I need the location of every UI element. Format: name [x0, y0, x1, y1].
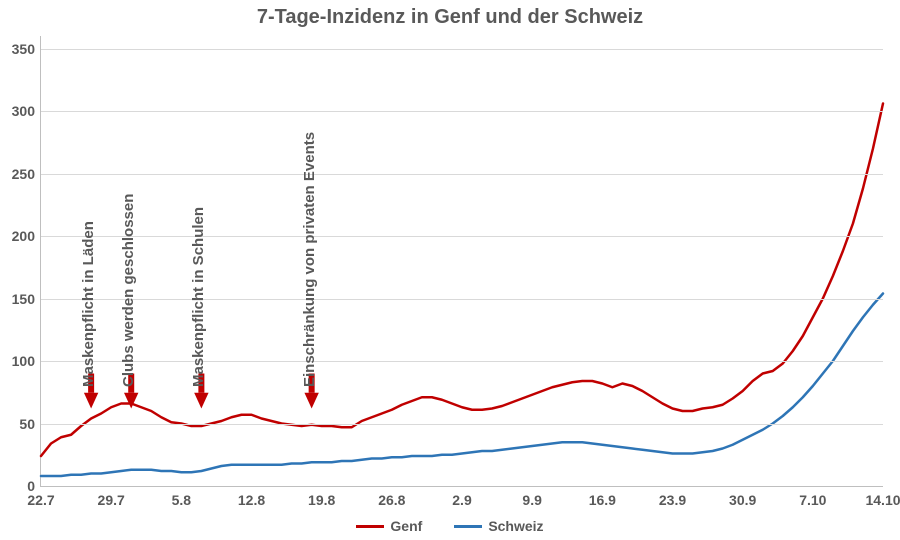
y-tick-label: 100	[12, 353, 41, 369]
series-line-schweiz	[41, 294, 883, 477]
plot-area: 05010015020025030035022.729.75.812.819.8…	[40, 36, 883, 487]
x-tick-label: 12.8	[238, 486, 265, 508]
x-tick-label: 7.10	[799, 486, 826, 508]
x-tick-label: 14.10	[865, 486, 900, 508]
x-tick-label: 30.9	[729, 486, 756, 508]
legend-item: Genf	[356, 518, 422, 534]
legend-swatch	[356, 525, 384, 528]
series-line-genf	[41, 104, 883, 457]
x-tick-label: 19.8	[308, 486, 335, 508]
x-tick-label: 26.8	[378, 486, 405, 508]
y-gridline	[41, 424, 883, 425]
x-tick-label: 22.7	[27, 486, 54, 508]
legend: Genf Schweiz	[0, 518, 900, 534]
legend-swatch	[454, 525, 482, 528]
lines-svg	[41, 36, 883, 486]
y-gridline	[41, 174, 883, 175]
annotation-label: Einschränkung von privaten Events	[301, 131, 318, 386]
y-tick-label: 200	[12, 228, 41, 244]
legend-item: Schweiz	[454, 518, 543, 534]
annotation-label: Maskenpflicht in Schulen	[190, 206, 207, 386]
y-tick-label: 150	[12, 291, 41, 307]
y-gridline	[41, 361, 883, 362]
x-tick-label: 5.8	[172, 486, 191, 508]
y-gridline	[41, 236, 883, 237]
x-tick-label: 16.9	[589, 486, 616, 508]
y-gridline	[41, 49, 883, 50]
y-gridline	[41, 299, 883, 300]
y-tick-label: 250	[12, 166, 41, 182]
annotation-label: Clubs werden geschlossen	[120, 193, 137, 386]
y-tick-label: 300	[12, 103, 41, 119]
x-tick-label: 9.9	[522, 486, 541, 508]
y-gridline	[41, 111, 883, 112]
chart-container: 7-Tage-Inzidenz in Genf und der Schweiz …	[0, 0, 900, 540]
x-tick-label: 2.9	[452, 486, 471, 508]
annotation-label: Maskenpflicht in Läden	[80, 221, 97, 387]
x-tick-label: 29.7	[98, 486, 125, 508]
legend-label: Schweiz	[488, 518, 543, 534]
y-tick-label: 350	[12, 41, 41, 57]
legend-label: Genf	[390, 518, 422, 534]
chart-title: 7-Tage-Inzidenz in Genf und der Schweiz	[0, 6, 900, 29]
y-tick-label: 50	[19, 416, 41, 432]
x-tick-label: 23.9	[659, 486, 686, 508]
